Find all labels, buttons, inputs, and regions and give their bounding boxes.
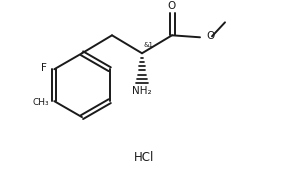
Text: HCl: HCl — [134, 151, 154, 163]
Text: NH₂: NH₂ — [132, 86, 152, 96]
Text: &1: &1 — [144, 42, 154, 48]
Text: O: O — [168, 1, 176, 11]
Text: F: F — [41, 63, 47, 73]
Text: CH₃: CH₃ — [33, 98, 50, 107]
Text: O: O — [206, 31, 214, 41]
